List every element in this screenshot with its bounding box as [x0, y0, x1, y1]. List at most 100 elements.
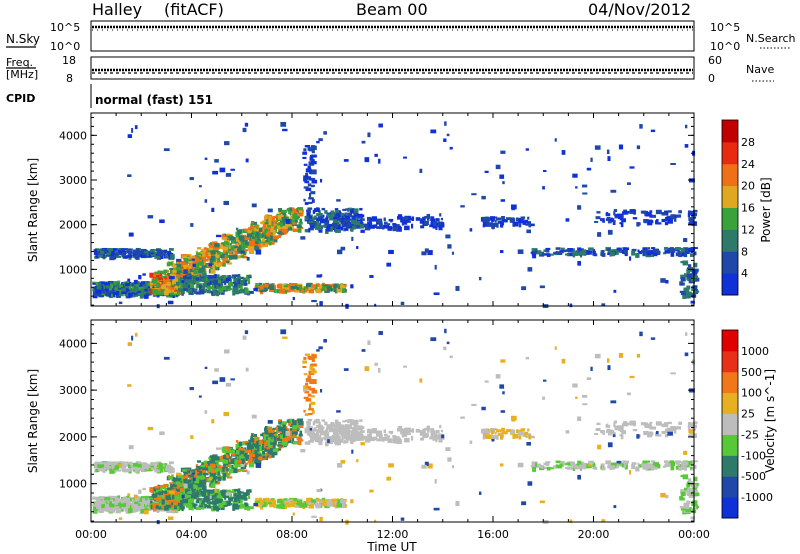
power-pixel — [204, 199, 208, 203]
power-pixel — [271, 238, 278, 243]
power-pixel — [374, 153, 378, 157]
velocity-pixel — [142, 500, 147, 504]
power-pixel — [539, 285, 545, 289]
power-pixel — [421, 251, 427, 256]
power-pixel — [505, 217, 512, 221]
velocity-pixel — [217, 499, 224, 505]
velocity-pixel — [248, 455, 254, 460]
power-pixel — [173, 264, 177, 269]
power-pixel — [334, 213, 337, 217]
power-pixel — [681, 251, 685, 257]
noise-left-tick-top: 10^5 — [50, 21, 80, 34]
power-pixel — [607, 229, 613, 235]
velocity-pixel — [197, 473, 203, 477]
power-pixel — [482, 216, 488, 222]
power-pixel — [197, 271, 202, 277]
power-pixel — [292, 213, 298, 219]
power-pixel — [660, 278, 666, 283]
velocity-pixel — [170, 483, 175, 489]
power-pixel — [528, 222, 532, 228]
power-pixel — [171, 289, 176, 293]
power-pixel — [124, 291, 130, 297]
power-pixel — [182, 262, 186, 265]
velocity-pixel — [98, 466, 103, 472]
power-pixel — [214, 243, 220, 248]
power-pixel — [518, 223, 522, 228]
power-pixel — [245, 158, 249, 163]
velocity-pixel — [155, 461, 159, 465]
velocity-pixel — [186, 490, 192, 494]
power-pixel — [261, 287, 267, 293]
power-pixel — [499, 222, 504, 228]
velocity-pixel — [339, 438, 344, 443]
power-pixel — [577, 205, 582, 210]
velocity-pixel — [335, 441, 341, 446]
power-pixel — [199, 257, 203, 261]
power-pixel — [316, 208, 320, 212]
velocity-pixel — [125, 495, 130, 499]
velocity-pixel — [158, 491, 164, 495]
power-pixel — [118, 301, 123, 305]
velocity-pixel — [277, 448, 281, 451]
velocity-pixel — [224, 464, 228, 470]
power-pixel — [186, 275, 192, 280]
power-pixel — [316, 274, 322, 278]
power-pixel — [233, 248, 239, 251]
velocity-pixel — [336, 502, 343, 508]
power-pixel — [132, 293, 136, 298]
power-pixel — [261, 232, 265, 238]
velocity-pixel — [158, 466, 164, 470]
power-pixel — [688, 222, 694, 226]
power-pixel — [189, 263, 192, 267]
power-pixel — [545, 247, 551, 250]
power-pixel — [682, 260, 689, 266]
power-pixel — [254, 246, 260, 251]
velocity-pixel — [173, 478, 177, 483]
velocity-pixel — [143, 464, 148, 467]
power-pixel — [266, 239, 270, 244]
velocity-pixel — [257, 453, 262, 457]
power-pixel — [616, 247, 621, 251]
velocity-pixel — [217, 476, 222, 481]
velocity-pixel — [252, 433, 258, 438]
velocity-pixel — [210, 463, 216, 468]
power-pixel — [535, 249, 538, 254]
power-pixel — [188, 261, 193, 264]
power-pixel — [664, 250, 670, 254]
power-pixel — [304, 229, 310, 233]
velocity-pixel — [251, 449, 257, 452]
velocity-pixel — [107, 461, 112, 466]
power-pixel — [155, 277, 161, 281]
power-pixel — [606, 149, 610, 155]
power-pixel — [200, 261, 204, 266]
power-pixel — [360, 222, 364, 227]
velocity-pixel — [263, 436, 267, 441]
velocity-pixel — [147, 506, 150, 509]
power-pixel — [683, 238, 688, 243]
noise-sky-label: N.Sky — [6, 32, 40, 46]
power-pixel — [322, 218, 326, 223]
power-pixel — [360, 229, 365, 233]
power-pixel — [451, 251, 454, 255]
power-pixel — [693, 278, 698, 282]
power-pixel — [517, 249, 524, 254]
velocity-pixel — [126, 468, 133, 472]
velocity-pixel — [93, 506, 99, 511]
power-pixel — [258, 282, 262, 286]
power-pixel — [542, 169, 547, 173]
power-pixel — [180, 273, 185, 278]
power-pixel — [345, 215, 349, 220]
power-pixel — [611, 218, 615, 222]
velocity-pixel — [242, 441, 247, 446]
power-pixel — [246, 232, 252, 238]
power-pixel — [339, 214, 345, 219]
power-pixel — [402, 219, 408, 224]
power-pixel — [138, 274, 142, 280]
power-pixel — [513, 221, 519, 227]
power-pixel — [270, 235, 274, 241]
power-pixel — [605, 218, 609, 221]
velocity-pixel — [318, 421, 321, 427]
power-pixel — [516, 217, 519, 222]
power-pixel — [315, 283, 320, 287]
power-pixel — [204, 157, 208, 160]
